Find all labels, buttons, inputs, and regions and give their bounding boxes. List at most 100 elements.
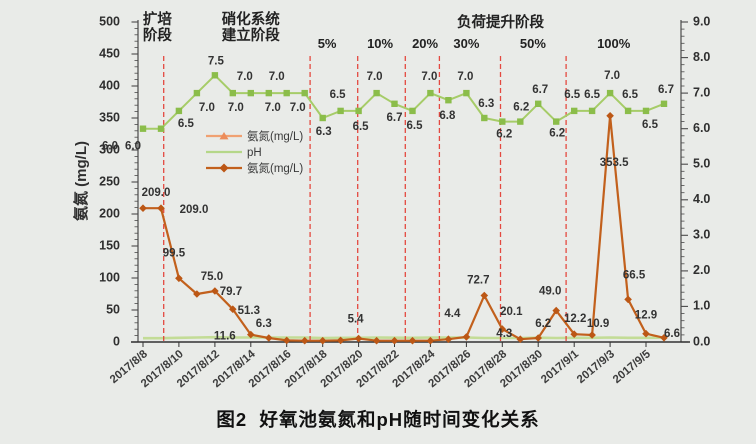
ph-data-label: 7.0 — [290, 102, 306, 114]
ph-marker — [445, 97, 452, 104]
left-axis-tick-label: 300 — [99, 142, 120, 156]
ammonia-data-label: 79.7 — [220, 286, 242, 298]
ammonia-marker — [390, 336, 399, 345]
ph-marker — [553, 118, 560, 125]
ph-data-label: 6.5 — [564, 89, 581, 101]
left-axis-title: 氨氮 (mg/L) — [72, 141, 90, 221]
ammonia-marker — [444, 335, 453, 343]
ph-data-label: 6.0 — [102, 141, 118, 153]
ph-data-label: 6.2 — [549, 128, 565, 140]
legend-diamond-marker — [219, 163, 229, 173]
chart-canvas: 0 50 100 150 200 250 300 350 400 450 500 氨氮 (mg/L) 0… — [72, 10, 711, 391]
ammonia-marker — [211, 287, 219, 295]
right-axis-tick-label: 2.0 — [693, 263, 710, 277]
ammonia-series — [139, 112, 668, 345]
ammonia-marker — [570, 330, 578, 338]
ph-data-label: 7.0 — [367, 71, 383, 83]
ammonia-marker — [498, 325, 507, 333]
ammonia-marker — [606, 112, 614, 120]
left-axis-tick-label: 200 — [99, 206, 120, 220]
ammonia-data-label: 4.4 — [444, 308, 461, 320]
chart-legend: 氨氮(mg/L) pH 氨氮(mg/L) — [206, 129, 303, 175]
left-axis-tick-label: 250 — [99, 174, 120, 188]
ammonia-marker — [354, 334, 363, 343]
left-axis-tick-label: 100 — [99, 270, 120, 284]
ammonia-marker — [139, 204, 147, 212]
data-labels: 6.0 6.06.57.07.57.07.07.07.07.06.36.56.57… — [102, 55, 680, 342]
load-percent-label: 100% — [597, 36, 631, 51]
ph-data-label: 6.7 — [387, 112, 403, 124]
ammonia-data-label: 12.2 — [564, 313, 586, 325]
ph-marker — [301, 89, 308, 97]
load-percent-label: 10% — [367, 36, 393, 51]
ph-data-label: 7.0 — [265, 102, 281, 114]
legend-item-label: 氨氮(mg/L) — [247, 161, 303, 175]
ph-data-label: 7.0 — [604, 70, 620, 82]
ammonia-data-label: 99.5 — [163, 247, 186, 259]
ammonia-marker — [336, 336, 345, 345]
load-percent-label: 50% — [520, 36, 546, 51]
right-axis: 0.0 1.0 2.0 3.0 4.0 5.0 6.0 7.0 8.0 9.0 — [680, 14, 710, 348]
left-axis-tick-label: 350 — [99, 110, 120, 124]
ph-marker — [535, 100, 542, 107]
ph-data-label: 7.0 — [199, 102, 215, 114]
ph-series — [139, 72, 668, 132]
ammonia-data-label: 209.0 — [142, 187, 171, 199]
left-axis-tick-label: 150 — [99, 238, 120, 252]
ammonia-marker — [193, 290, 201, 298]
left-axis-tick-label: 0 — [113, 334, 120, 348]
ammonia-marker — [282, 336, 291, 345]
right-axis-tick-label: 3.0 — [693, 228, 710, 242]
ph-marker — [193, 89, 201, 97]
phase-label: 硝化系统 — [222, 10, 280, 28]
ammonia-marker — [642, 329, 650, 338]
ammonia-data-label: 6.6 — [664, 328, 680, 340]
ph-data-label: 6.2 — [513, 102, 529, 114]
ammonia-data-label: 49.0 — [539, 286, 561, 298]
ammonia-data-label: 72.7 — [467, 275, 489, 287]
phase-label: 扩培 — [143, 10, 172, 28]
ph-marker — [588, 107, 596, 115]
ph-data-label: 7.0 — [269, 71, 285, 83]
left-axis-tick-label: 500 — [99, 14, 120, 28]
x-axis-date-label: 2017/9/3 — [575, 348, 617, 386]
left-axis-tick-label: 450 — [99, 46, 120, 60]
ph-marker — [391, 100, 398, 107]
ph-data-label: 7.5 — [208, 55, 225, 67]
ph-marker — [373, 89, 380, 97]
right-axis-tick-label: 5.0 — [693, 156, 710, 170]
x-axis-date-label: 2017/9/5 — [611, 348, 653, 386]
ph-data-label: 6.8 — [439, 110, 456, 122]
ammonia-data-label: 20.1 — [500, 306, 523, 318]
ph-data-label: 7.0 — [237, 71, 253, 83]
ph-marker — [427, 89, 434, 97]
ph-data-label: 7.0 — [228, 102, 244, 114]
ammonia-marker — [408, 336, 417, 345]
left-axis-tick-label: 50 — [106, 302, 120, 316]
ammonia-marker — [624, 295, 632, 304]
legend-item: 氨氮(mg/L) — [206, 129, 303, 143]
ammonia-data-label: 10.9 — [587, 318, 609, 330]
ph-data-label: 6.3 — [478, 98, 494, 110]
ammonia-marker — [588, 331, 596, 339]
ammonia-marker — [516, 335, 525, 343]
ammonia-marker — [318, 336, 327, 345]
ammonia-data-label: 4.3 — [496, 328, 512, 340]
ph-data-label: 6.5 — [407, 120, 424, 132]
ammonia-marker — [265, 334, 273, 342]
ammonia-data-label: 11.6 — [214, 331, 236, 343]
legend-triangle-marker — [219, 132, 229, 140]
legend-item-label: 氨氮(mg/L) — [247, 129, 303, 143]
load-percent-label: 20% — [412, 36, 438, 51]
ph-marker — [283, 89, 290, 97]
ammonia-marker — [534, 334, 542, 342]
ph-data-label: 6.7 — [658, 84, 674, 96]
ammonia-data-label: 12.9 — [635, 310, 657, 322]
ph-marker — [355, 107, 362, 115]
phase-label: 建立阶段 — [222, 26, 280, 44]
ph-left-axis-flat-line — [143, 335, 665, 340]
load-percent-label: 5% — [318, 36, 337, 51]
ph-marker — [157, 125, 165, 132]
